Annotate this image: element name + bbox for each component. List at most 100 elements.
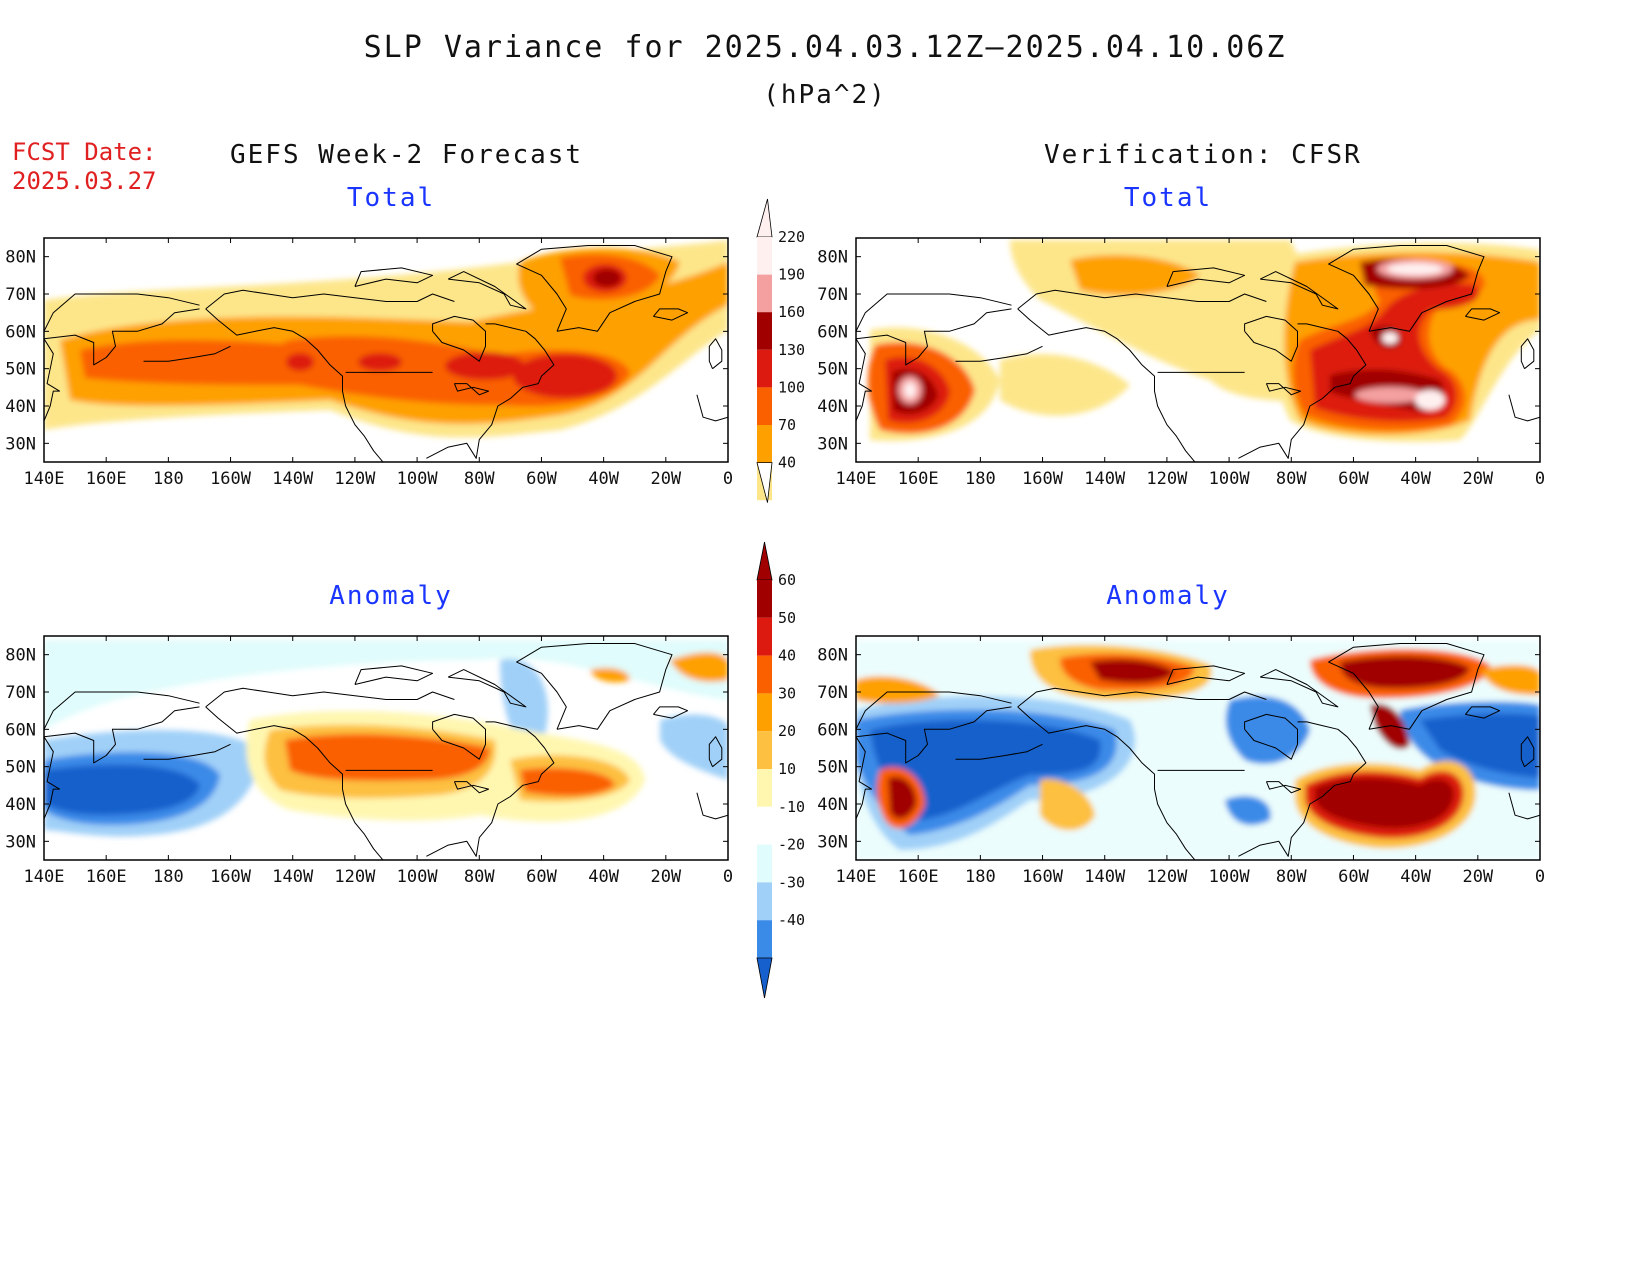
- gefs-anomaly-coastlines: [44, 643, 728, 860]
- coastline: [205, 687, 455, 708]
- coastline: [453, 781, 490, 794]
- lon-tick-label: 160E: [898, 867, 939, 887]
- coastline: [1328, 245, 1485, 332]
- coastline: [143, 345, 231, 362]
- colorbar-tick-label: 190: [778, 266, 805, 284]
- colorbar-swatch: [757, 920, 772, 958]
- forecast-date: FCST Date: 2025.03.27: [12, 138, 157, 195]
- lat-tick-label: 60N: [5, 720, 36, 740]
- lon-tick-label: 40W: [1400, 469, 1431, 489]
- colorbar-tick-label: 50: [778, 609, 796, 627]
- lon-tick-label: 180: [965, 867, 996, 887]
- lon-tick-label: 140E: [836, 867, 877, 887]
- lon-tick-label: 160W: [1022, 469, 1064, 489]
- lat-tick-label: 60N: [5, 322, 36, 342]
- left-column-title: GEFS Week-2 Forecast: [230, 140, 584, 170]
- lon-tick-label: 60W: [526, 469, 557, 489]
- lon-tick-label: 100W: [1209, 469, 1251, 489]
- lon-tick-label: 0: [1535, 469, 1545, 489]
- right-column-title: Verification: CFSR: [1044, 140, 1362, 170]
- lon-tick-label: 140W: [1084, 469, 1126, 489]
- coastline: [955, 345, 1043, 362]
- colorbar-tick-label: -30: [778, 873, 805, 891]
- lon-tick-label: 0: [723, 867, 733, 887]
- lon-tick-label: 140E: [24, 867, 65, 887]
- coastline: [1259, 271, 1339, 310]
- colorbar-tick-label: 40: [778, 454, 796, 472]
- lon-tick-label: 180: [965, 469, 996, 489]
- panel-label-cfsr-anomaly: Anomaly: [1106, 581, 1230, 611]
- coastline: [856, 691, 1012, 730]
- lon-tick-label: 120W: [334, 469, 376, 489]
- coastline: [432, 713, 486, 760]
- colorbar-swatch: [757, 731, 772, 769]
- coastline: [1244, 315, 1298, 362]
- lat-tick-label: 80N: [817, 646, 848, 666]
- coastline: [653, 308, 689, 321]
- coastline: [1265, 383, 1302, 396]
- lon-tick-label: 0: [1535, 867, 1545, 887]
- coastline: [426, 721, 555, 857]
- coastline: [1520, 736, 1535, 768]
- colorbar-swatch: [757, 237, 772, 275]
- lon-tick-label: 100W: [397, 867, 439, 887]
- lat-tick-label: 50N: [817, 360, 848, 380]
- colorbar-swatch: [757, 882, 772, 921]
- lon-tick-label: 140W: [1084, 867, 1126, 887]
- coastline: [955, 743, 1043, 760]
- colorbar-cap: [756, 541, 773, 581]
- lon-tick-label: 120W: [1146, 867, 1188, 887]
- coastline: [447, 271, 527, 310]
- coastline: [1244, 713, 1298, 760]
- colorbar-cap: [756, 462, 773, 503]
- colorbar-swatch: [757, 693, 772, 732]
- lat-tick-label: 50N: [5, 758, 36, 778]
- lat-tick-label: 30N: [5, 832, 36, 852]
- lon-tick-label: 80W: [1276, 867, 1307, 887]
- coastline: [1465, 308, 1501, 321]
- coastline: [856, 706, 1012, 820]
- cfsr-total-coastlines: [856, 245, 1540, 462]
- coastline: [447, 669, 527, 708]
- coastline: [1265, 781, 1302, 794]
- colorbar-tick-label: 130: [778, 341, 805, 359]
- coastline: [44, 706, 200, 820]
- colorbar-tick-label: -40: [778, 911, 805, 929]
- coastline: [1508, 394, 1540, 422]
- lon-tick-label: 140W: [272, 867, 314, 887]
- lat-tick-label: 80N: [5, 248, 36, 268]
- coastline: [1166, 267, 1246, 287]
- lat-tick-label: 80N: [5, 646, 36, 666]
- colorbar-swatch: [757, 425, 772, 463]
- cfsr-anomaly-field: [856, 640, 1540, 860]
- lat-tick-label: 80N: [817, 248, 848, 268]
- coastline: [432, 315, 486, 362]
- colorbar-swatch: [757, 617, 772, 656]
- colorbar-tick-label: -10: [778, 798, 805, 816]
- colorbar-swatch: [757, 844, 772, 883]
- coastline: [856, 308, 1012, 422]
- gefs-total-field: [44, 240, 728, 438]
- lat-tick-label: 70N: [5, 285, 36, 305]
- lon-tick-label: 160W: [210, 867, 252, 887]
- lon-tick-label: 80W: [464, 867, 495, 887]
- cfsr-anomaly-coastlines: [856, 643, 1540, 860]
- gefs-anomaly-frame: [43, 635, 729, 861]
- colorbar-swatch: [757, 387, 772, 425]
- colorbar-tick-label: 70: [778, 416, 796, 434]
- lat-tick-label: 40N: [5, 795, 36, 815]
- lon-tick-label: 40W: [1400, 867, 1431, 887]
- coastline: [1520, 338, 1535, 370]
- coastline: [516, 643, 673, 730]
- panel-label-gefs-total: Total: [346, 183, 436, 213]
- colorbar-cap: [756, 957, 773, 999]
- lon-tick-label: 160W: [210, 469, 252, 489]
- coastline: [696, 394, 728, 422]
- lon-tick-label: 60W: [1338, 469, 1369, 489]
- coastline: [1017, 706, 1196, 860]
- colorbar-swatch: [757, 769, 772, 807]
- coastline: [453, 383, 490, 396]
- gefs-anomaly-field: [44, 640, 728, 837]
- lon-tick-label: 140E: [24, 469, 65, 489]
- colorbar-tick-label: -20: [778, 836, 805, 854]
